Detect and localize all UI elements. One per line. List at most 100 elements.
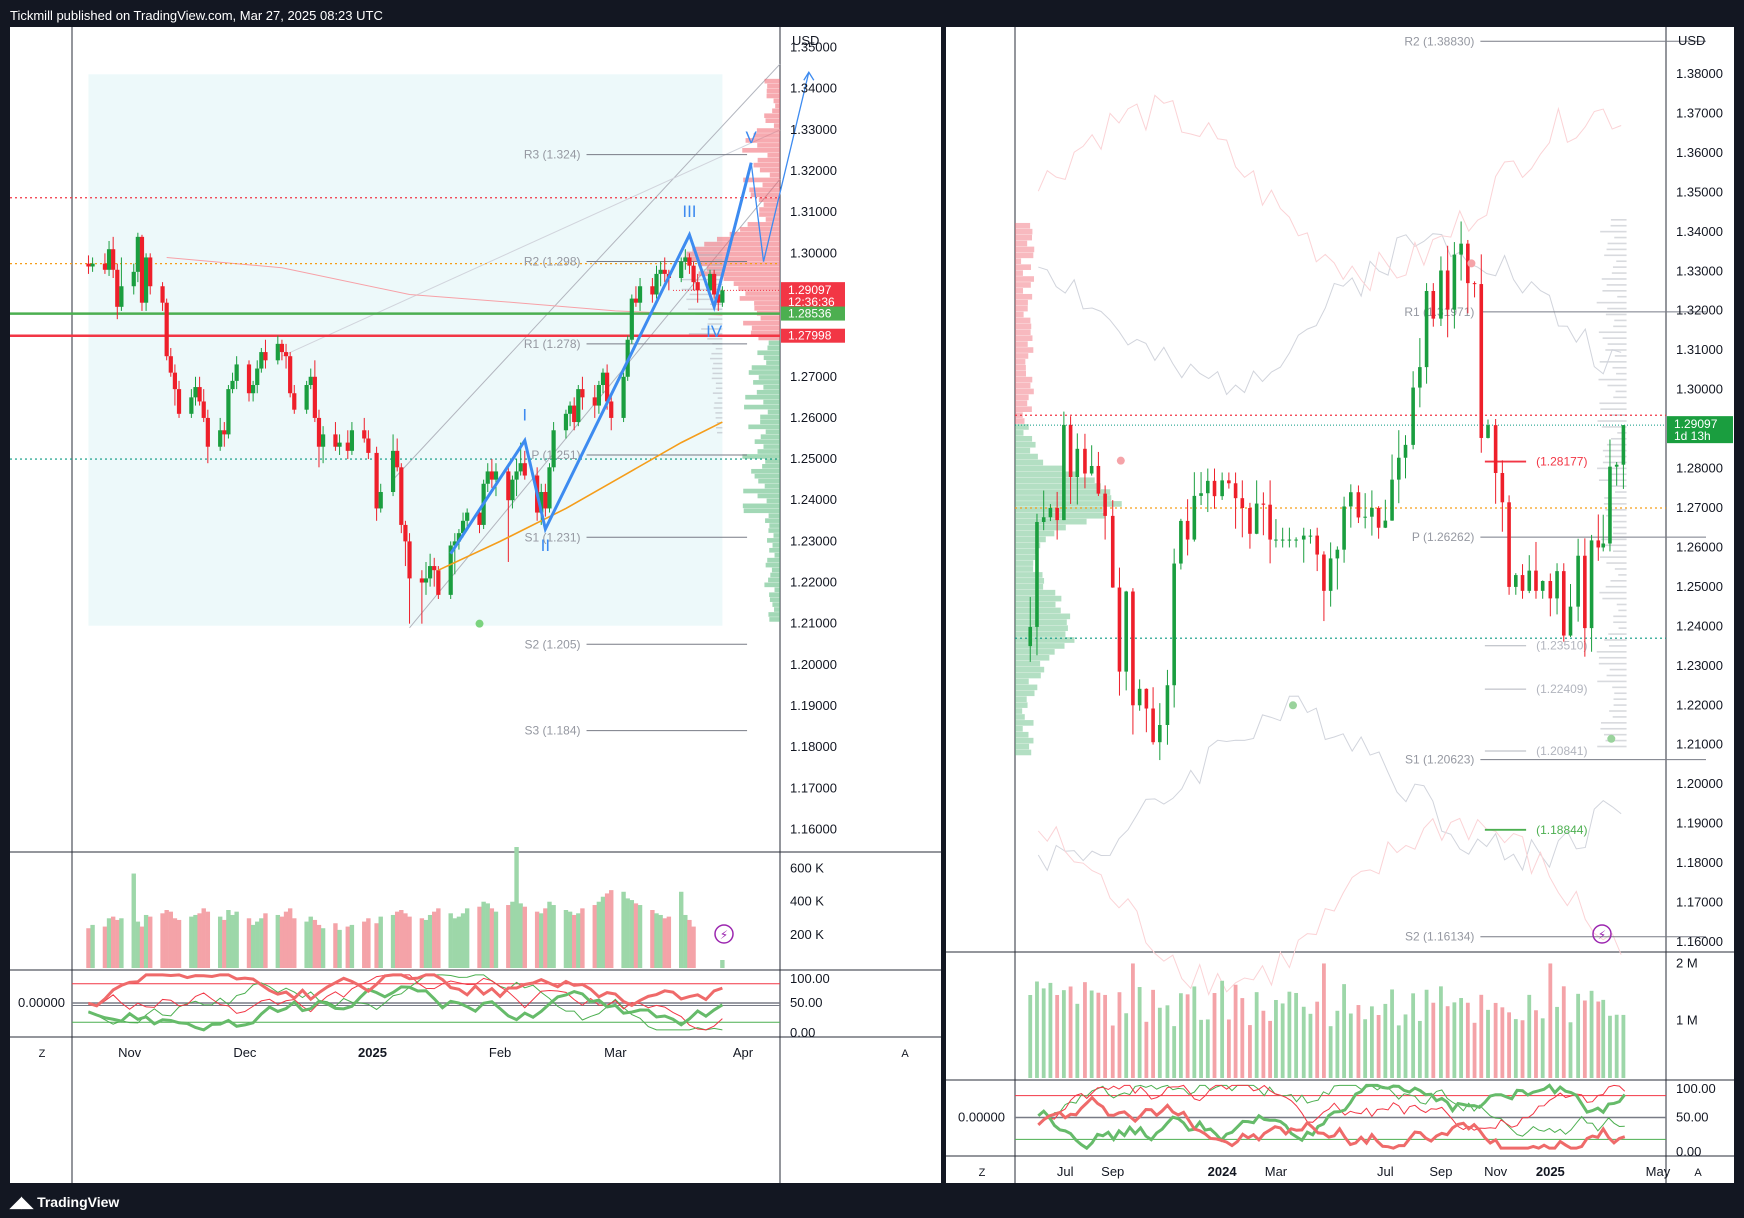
candle-body [390, 450, 396, 492]
candle-body [423, 578, 429, 583]
envelope-outer-lower [1037, 817, 1622, 996]
candle-body [1089, 465, 1094, 474]
session-profile-bar [1613, 325, 1627, 328]
volume-profile-bar [749, 187, 780, 193]
volume-bar [460, 913, 466, 968]
volume-bar [571, 914, 577, 968]
price-tick: 1.21000 [790, 616, 837, 631]
session-profile-bar [708, 318, 723, 320]
auto-scale-button[interactable]: A [901, 1048, 909, 1060]
volume-bar [609, 890, 614, 968]
volume-profile-bar [764, 582, 780, 588]
volume-bar [423, 919, 429, 968]
volume-profile-bar [686, 251, 780, 257]
volume-bar [394, 911, 400, 968]
session-profile-bar [1613, 621, 1627, 624]
red-level-value: 1.27998 [788, 329, 832, 343]
volume-profile-bar [1015, 678, 1029, 685]
candle-body [308, 376, 313, 386]
candle-body [1151, 708, 1155, 743]
candle-body [1576, 555, 1580, 607]
tradingview-brand[interactable]: ◢◣ TradingView [10, 1193, 119, 1211]
volume-profile-bar [743, 177, 780, 183]
right-chart-panel[interactable]: R2 (1.38830) R1 (1.31971) P (1.26262) S1 (1… [946, 27, 1734, 1183]
price-tick: 1.33000 [1676, 263, 1723, 278]
volume-bar [489, 908, 495, 968]
volume-profile-bar [1015, 376, 1033, 383]
volume-bar [287, 908, 293, 968]
volume-profile-bar [704, 241, 780, 247]
volume-bar [86, 928, 91, 968]
volume-profile-bar [743, 488, 780, 494]
volume-profile-bar [1015, 518, 1087, 525]
session-profile-bar [1607, 307, 1627, 310]
volume-profile-bar [768, 612, 780, 617]
candle-body [1041, 517, 1046, 523]
volume-profile-bar [758, 197, 780, 202]
right-chart-svg[interactable]: R2 (1.38830)R1 (1.31971)P (1.26262)S1 (1… [946, 27, 1734, 1183]
volume-profile-bar [763, 355, 780, 361]
left-chart-panel[interactable]: R3 (1.324) R2 (1.298) R1 (1.278) P (1.251) S… [10, 27, 941, 1183]
volume-profile-bar [1015, 684, 1038, 691]
volume-bar [333, 923, 338, 968]
price-tick: 1.32000 [790, 163, 837, 178]
session-profile-bar [1616, 372, 1627, 375]
candle-body [419, 578, 424, 583]
session-profile-bar [1609, 668, 1627, 671]
session-profile-bar [711, 264, 723, 266]
volume-profile-bar [1015, 299, 1028, 306]
session-profile-bar [1599, 361, 1627, 363]
candle-body [572, 405, 577, 423]
session-profile-bar [1606, 562, 1627, 564]
session-profile-bar [1608, 633, 1627, 635]
candle-body [1396, 457, 1401, 480]
candle-body [1227, 480, 1231, 484]
session-profile-bar [686, 298, 723, 301]
candle-body [1035, 522, 1039, 627]
volume-profile-bar [1015, 666, 1045, 673]
time-label: Nov [1484, 1164, 1508, 1179]
zoom-z-button[interactable]: Z [979, 1167, 986, 1179]
volume-bar [201, 908, 206, 968]
volume-bar [312, 919, 318, 968]
candle-body [1205, 480, 1210, 494]
volume-profile-bar [775, 103, 780, 109]
time-label: Sep [1429, 1164, 1452, 1179]
volume-profile-bar [1015, 649, 1055, 655]
auto-scale-button[interactable]: A [1694, 1167, 1702, 1179]
level-label: (1.23510) [1536, 639, 1587, 653]
volume-bar [687, 919, 692, 968]
candle-body [567, 405, 573, 414]
volume-profile-bar [1015, 749, 1032, 756]
volume-profile-bar [1015, 548, 1037, 555]
left-chart-svg[interactable]: R3 (1.324) R2 (1.298) R1 (1.278) P (1.251) S… [10, 27, 941, 1183]
volume-profile-bar [1015, 471, 1076, 478]
volume-bar [1431, 1002, 1436, 1078]
session-profile-bar [1616, 603, 1627, 606]
volume-bar [1301, 1006, 1306, 1078]
candle-body [1614, 464, 1619, 467]
candle-body [1363, 516, 1367, 518]
volume-bar [320, 928, 326, 968]
time-label: Sep [1101, 1164, 1124, 1179]
volume-profile-bar [754, 301, 780, 306]
volume-profile-bar [767, 538, 780, 543]
session-profile-bar [1616, 260, 1627, 263]
candle-body [333, 434, 338, 447]
candle-body [629, 298, 634, 340]
session-profile-bar [1618, 627, 1627, 629]
price-tick: 1.18000 [790, 739, 837, 754]
envelope-lower [1037, 695, 1622, 872]
volume-bar [1110, 1025, 1115, 1078]
candle-body [1540, 580, 1545, 591]
volume-bar [90, 924, 95, 968]
zoom-z-button[interactable]: Z [39, 1048, 46, 1060]
red-level-tag [781, 328, 845, 343]
channel-mid [281, 129, 781, 357]
candle-body [1192, 495, 1197, 540]
candle-body [193, 387, 198, 398]
candle-body [131, 271, 136, 287]
volume-profile-bar [764, 483, 780, 489]
volume-profile-bar [766, 498, 780, 504]
session-profile-bar [1606, 674, 1627, 677]
